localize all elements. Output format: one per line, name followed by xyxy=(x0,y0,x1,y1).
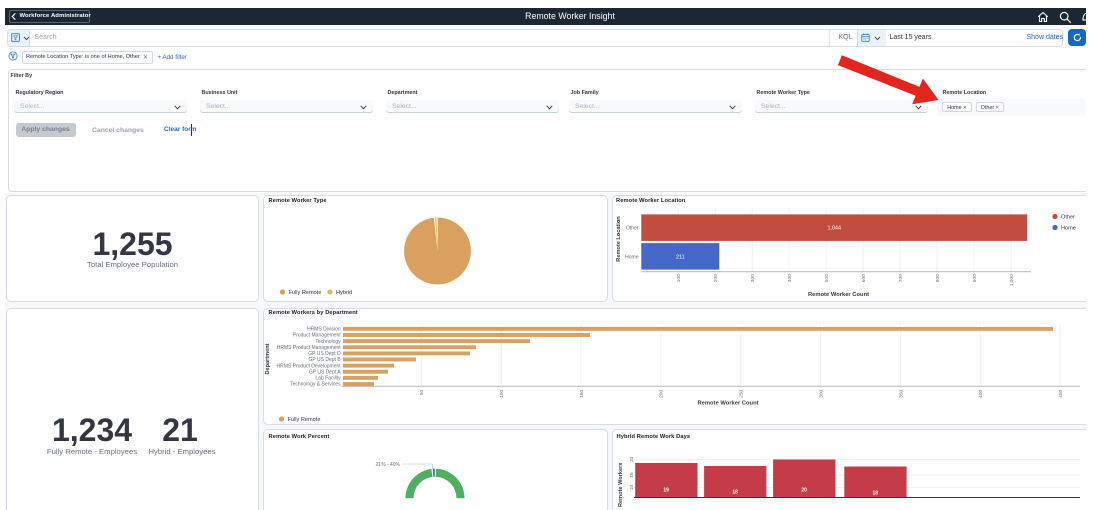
svg-text:Remote Worker Count: Remote Worker Count xyxy=(807,292,868,298)
svg-text:200: 200 xyxy=(659,389,665,397)
svg-text:Remote Worker Count: Remote Worker Count xyxy=(697,400,758,406)
svg-text:300: 300 xyxy=(818,389,824,397)
svg-text:200: 200 xyxy=(713,274,719,282)
svg-text:HRMS Division: HRMS Division xyxy=(307,326,341,332)
svg-text:450: 450 xyxy=(1058,389,1064,397)
svg-text:500: 500 xyxy=(823,274,829,282)
svg-text:Remote Location: Remote Location xyxy=(616,216,622,262)
svg-text:15: 15 xyxy=(629,472,635,478)
svg-text:20: 20 xyxy=(629,457,635,463)
svg-text:600: 600 xyxy=(860,274,866,282)
svg-text:211: 211 xyxy=(676,254,685,260)
svg-text:HRMS Product Development: HRMS Product Development xyxy=(276,363,341,369)
svg-text:Other: Other xyxy=(1061,215,1075,221)
svg-text:400: 400 xyxy=(978,389,984,397)
svg-text:100: 100 xyxy=(676,274,682,282)
svg-text:GP US Dept D: GP US Dept D xyxy=(308,351,341,357)
svg-text:400: 400 xyxy=(786,274,792,282)
svg-text:GP US Dept B: GP US Dept B xyxy=(309,357,342,363)
svg-text:1,044: 1,044 xyxy=(827,226,841,232)
svg-text:Product Management: Product Management xyxy=(293,332,341,338)
svg-text:21% - 40%: 21% - 40% xyxy=(376,462,401,468)
svg-text:19: 19 xyxy=(663,488,669,494)
svg-text:GP US Dept A: GP US Dept A xyxy=(309,369,342,375)
svg-text:900: 900 xyxy=(971,274,977,282)
svg-text:350: 350 xyxy=(898,389,904,397)
svg-text:Technology: Technology xyxy=(315,338,341,344)
svg-text:HRMS Product Management: HRMS Product Management xyxy=(277,344,342,350)
svg-text:300: 300 xyxy=(750,274,756,282)
svg-text:Home: Home xyxy=(625,254,639,260)
svg-text:Technology & Services: Technology & Services xyxy=(290,381,341,387)
svg-text:Fully Remote: Fully Remote xyxy=(288,417,321,423)
svg-text:18: 18 xyxy=(872,491,878,497)
svg-text:Lab Facility: Lab Facility xyxy=(315,375,341,381)
svg-text:Hybrid: Hybrid xyxy=(336,290,352,296)
svg-text:Remote Workers: Remote Workers xyxy=(618,463,624,507)
svg-text:Fully Remote: Fully Remote xyxy=(289,290,322,296)
svg-text:100: 100 xyxy=(499,389,505,397)
svg-text:700: 700 xyxy=(897,274,903,282)
svg-text:1,000: 1,000 xyxy=(1008,274,1014,286)
svg-text:10: 10 xyxy=(629,485,635,491)
svg-text:150: 150 xyxy=(579,389,585,397)
svg-text:20: 20 xyxy=(801,488,807,494)
svg-text:800: 800 xyxy=(934,274,940,282)
svg-text:Department: Department xyxy=(265,343,271,374)
svg-text:18: 18 xyxy=(732,490,738,496)
svg-text:250: 250 xyxy=(739,389,745,397)
svg-text:Other: Other xyxy=(625,226,638,232)
svg-text:Home: Home xyxy=(1061,226,1076,232)
svg-text:50: 50 xyxy=(419,389,425,395)
